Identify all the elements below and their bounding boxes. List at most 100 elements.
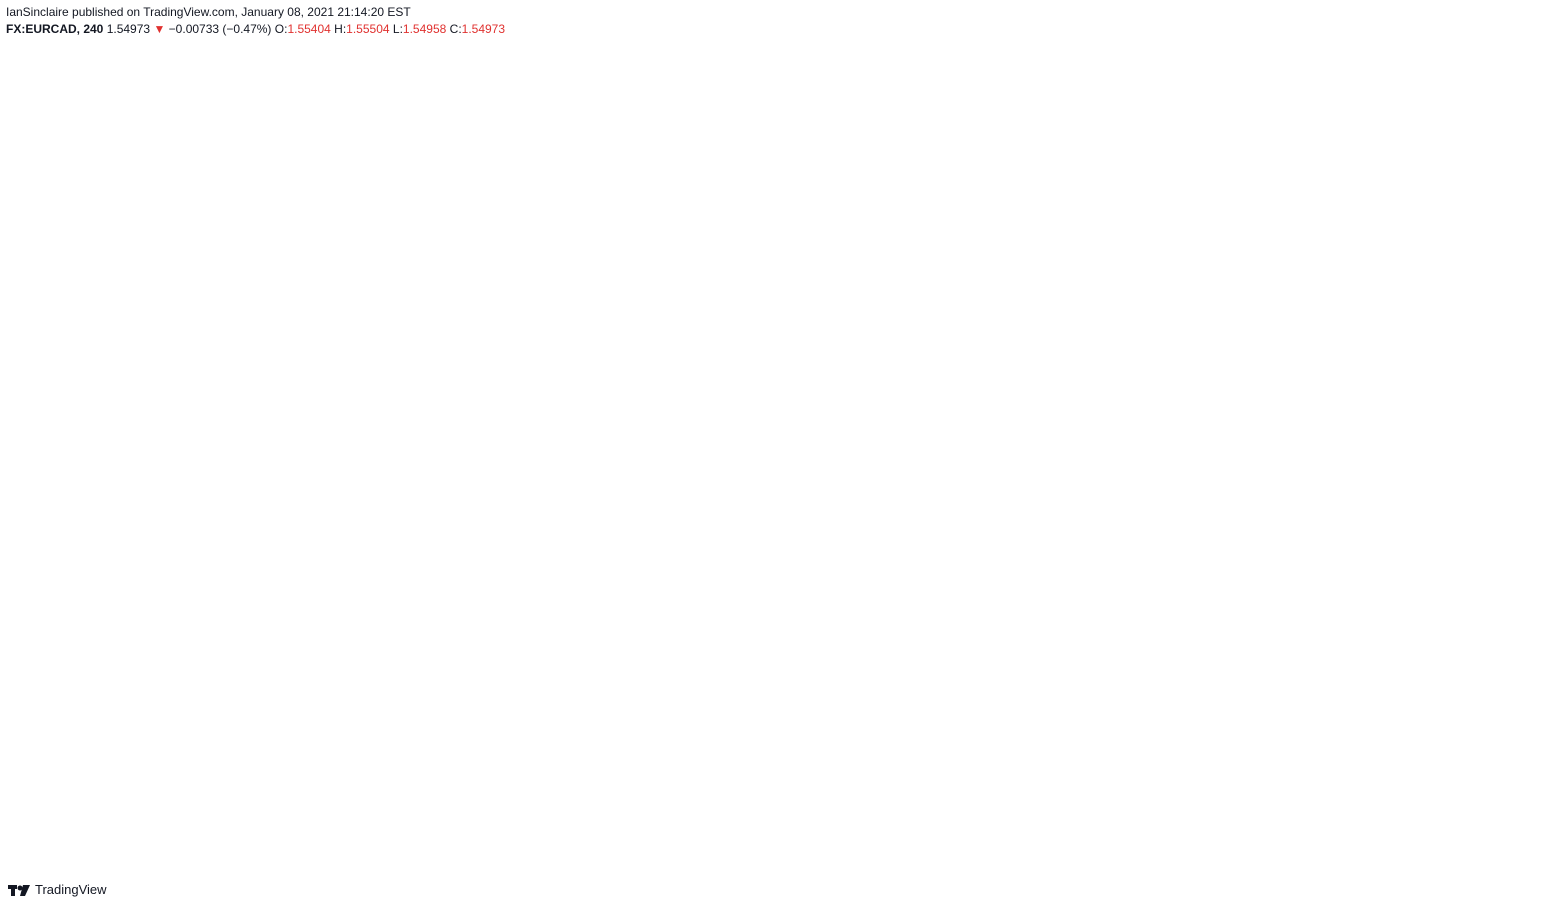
ohlc-label: C: xyxy=(449,22,462,36)
event-flag xyxy=(1224,824,1234,834)
brand: TradingView xyxy=(35,882,107,897)
candle-body xyxy=(24,634,32,665)
arrow: ▼ xyxy=(153,22,166,36)
event-flag xyxy=(1096,824,1106,834)
candle-body xyxy=(644,266,652,288)
candle-body xyxy=(1004,465,1012,506)
plot-bg xyxy=(7,45,1478,843)
y-tick-label: 1.57800 xyxy=(1486,102,1526,114)
candle-body xyxy=(824,346,832,371)
candle-body xyxy=(324,237,332,258)
price-tag xyxy=(1478,398,1540,416)
y-tick-label: 1.55000 xyxy=(1486,658,1526,670)
candle-body xyxy=(314,237,322,338)
price-tag-label: 1.55996 xyxy=(1486,462,1526,474)
price-tag-label: 1.54847 xyxy=(1486,690,1526,702)
candle-body xyxy=(494,306,502,318)
last: 1.54973 xyxy=(106,22,151,36)
candle-body xyxy=(884,455,892,477)
candle-body xyxy=(114,743,122,804)
candle-body xyxy=(404,137,412,232)
candle-body xyxy=(384,157,392,205)
candle-body xyxy=(1044,574,1052,626)
candle-body xyxy=(854,356,862,377)
trendline xyxy=(117,104,369,776)
zone xyxy=(7,544,1081,558)
candle-body xyxy=(844,356,852,377)
event-badge-bg xyxy=(1233,790,1247,804)
event-badge: 2 xyxy=(1237,791,1243,803)
candle-body xyxy=(144,604,152,616)
candle-body xyxy=(584,257,592,268)
candle-body xyxy=(814,346,822,427)
candle-body xyxy=(354,197,362,209)
currency: CAD xyxy=(1497,52,1520,64)
candle-body xyxy=(604,266,612,284)
x-tick-label: 13:00 xyxy=(215,852,243,864)
harmonic-triangle xyxy=(909,349,1211,703)
candle-body xyxy=(14,663,22,675)
candle-body xyxy=(134,614,142,685)
ohlc-label: H: xyxy=(334,22,347,36)
candle-body xyxy=(714,310,722,318)
candle-body xyxy=(64,640,72,655)
event-icon xyxy=(1220,820,1238,838)
candle-body xyxy=(674,243,682,268)
price-tag xyxy=(1478,458,1540,476)
zone xyxy=(1200,517,1478,538)
price-tag-label: 1.57500 xyxy=(1486,163,1526,175)
candle-body xyxy=(394,137,402,159)
candle-body xyxy=(894,475,902,497)
candle-body xyxy=(194,564,202,586)
x-tick-label: 21 xyxy=(313,852,325,864)
moving-average xyxy=(7,542,1071,626)
candle-body xyxy=(634,286,642,308)
y-tick-label: 1.54400 xyxy=(1486,777,1526,789)
candle-body xyxy=(344,197,352,278)
candle-body xyxy=(374,191,382,205)
candle-body xyxy=(74,640,82,675)
price-tag-label: 1.54973 xyxy=(1486,665,1526,677)
y-tick-label: 1.56800 xyxy=(1486,301,1526,313)
x-tick-label: 16 xyxy=(133,852,145,864)
x-tick-label: 28 xyxy=(554,852,566,864)
candle-body xyxy=(434,243,442,248)
candle-body xyxy=(284,346,292,367)
candle-body xyxy=(994,455,1002,467)
candle-body xyxy=(904,489,912,497)
trendline xyxy=(1412,836,1478,843)
x-tick-label: 14 xyxy=(12,852,24,864)
candle-body xyxy=(224,465,232,497)
candle-body xyxy=(924,395,932,431)
price-tag-label: 1.55000 xyxy=(1486,659,1526,671)
candle-body xyxy=(534,316,542,437)
candle-body xyxy=(124,683,132,745)
zone xyxy=(7,699,1478,742)
crosshair-date: 22 Dec '20 xyxy=(340,852,392,864)
candle-body xyxy=(464,336,472,367)
candle-body xyxy=(414,231,422,278)
candle-body xyxy=(214,495,222,546)
trendline xyxy=(1011,417,1213,689)
candle-body xyxy=(104,723,112,804)
zone xyxy=(1070,696,1478,735)
moving-average xyxy=(7,339,1071,662)
price-tag xyxy=(1478,655,1540,673)
x-tick-label: 7 xyxy=(977,852,983,864)
candle-body xyxy=(984,455,992,477)
candle-body xyxy=(964,415,972,437)
candle-body xyxy=(274,366,282,417)
candle-body xyxy=(624,286,632,308)
candle-body xyxy=(1014,505,1022,576)
candle-body xyxy=(364,191,372,209)
time-axis xyxy=(7,843,1478,872)
candle-body xyxy=(204,544,212,566)
y-tick-label: 1.55400 xyxy=(1486,579,1526,591)
arrowhead xyxy=(1204,680,1213,689)
y-tick-label: 1.54600 xyxy=(1486,738,1526,750)
x-tick-label: 11 xyxy=(1095,852,1106,864)
candle-body xyxy=(574,257,582,324)
arrowhead xyxy=(361,103,369,112)
y-tick-label: 1.54200 xyxy=(1486,817,1526,829)
candle-body xyxy=(754,376,762,417)
